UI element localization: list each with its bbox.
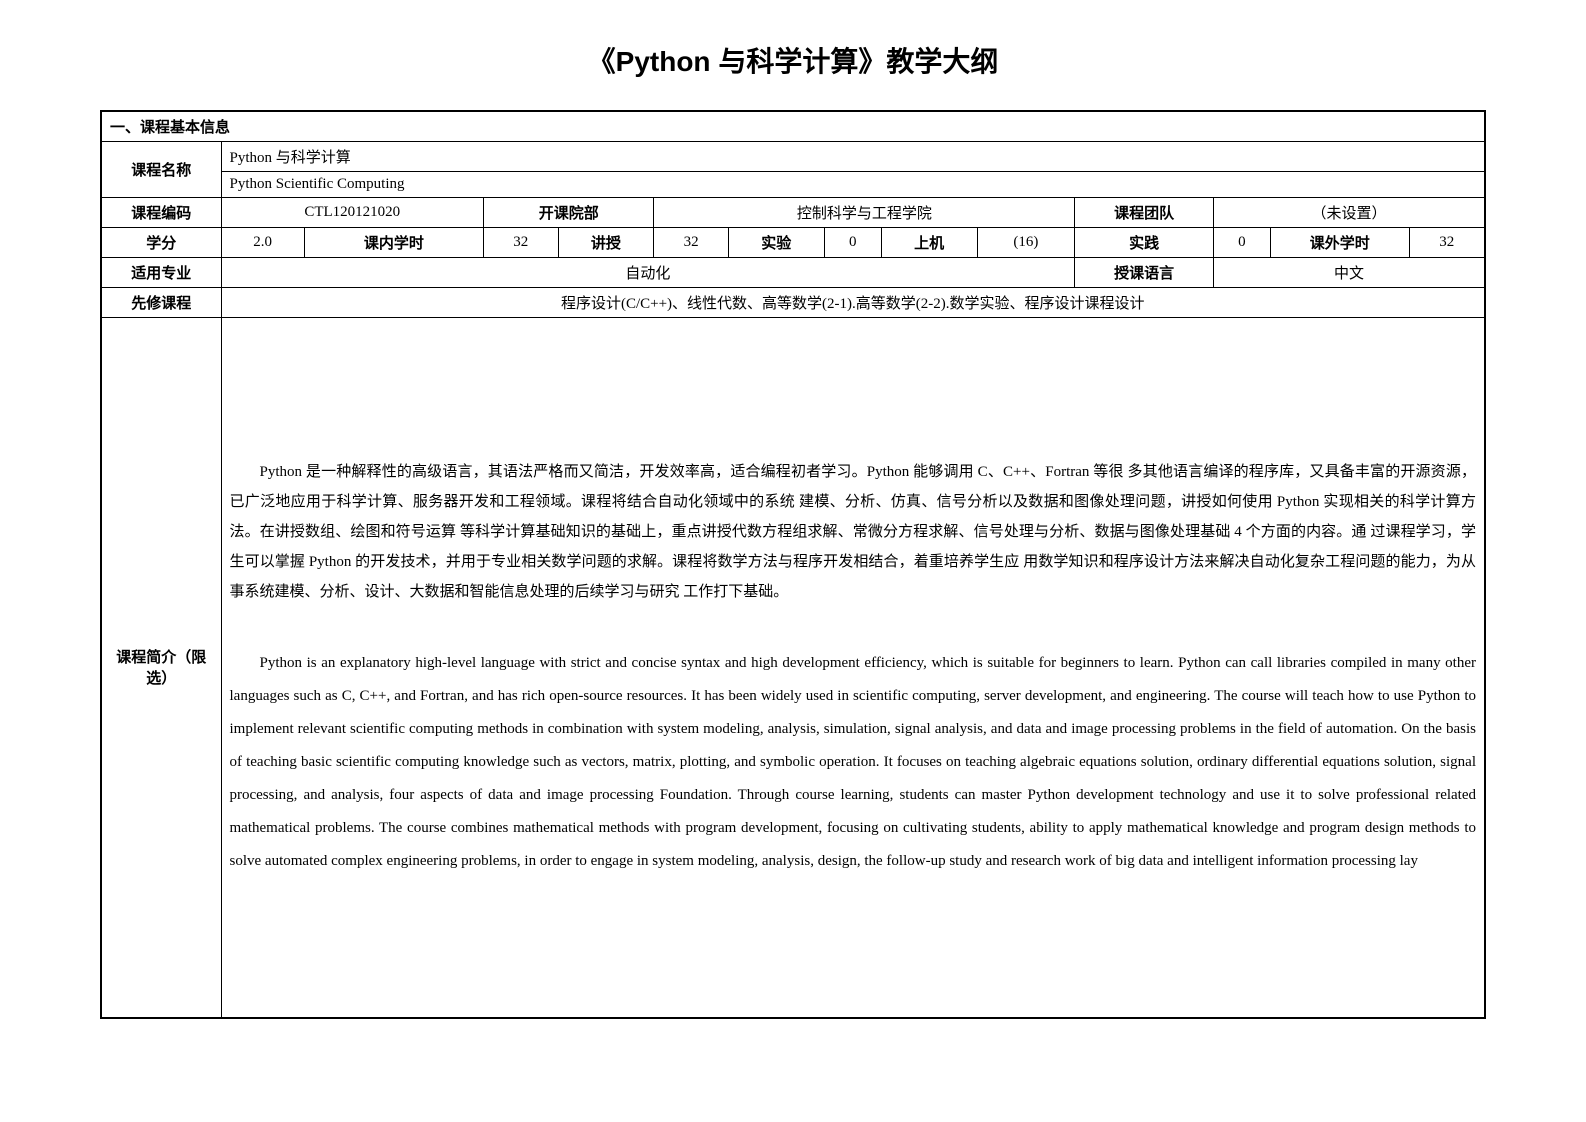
intro-label: 课程简介（限选） xyxy=(101,318,221,1018)
credit-label: 学分 xyxy=(101,228,221,258)
course-name-label: 课程名称 xyxy=(101,142,221,198)
intro-content: Python 是一种解释性的高级语言，其语法严格而又简洁，开发效率高，适合编程初… xyxy=(221,318,1485,1018)
computer-value: (16) xyxy=(977,228,1075,258)
lang-value: 中文 xyxy=(1213,258,1485,288)
lecture-value: 32 xyxy=(654,228,728,258)
course-code-label: 课程编码 xyxy=(101,198,221,228)
lecture-label: 讲授 xyxy=(558,228,654,258)
inclass-label: 课内学时 xyxy=(304,228,483,258)
outclass-label: 课外学时 xyxy=(1270,228,1409,258)
experiment-label: 实验 xyxy=(728,228,824,258)
practice-label: 实践 xyxy=(1075,228,1214,258)
dept-value: 控制科学与工程学院 xyxy=(654,198,1075,228)
computer-label: 上机 xyxy=(881,228,977,258)
inclass-value: 32 xyxy=(484,228,558,258)
team-value: （未设置） xyxy=(1213,198,1485,228)
practice-value: 0 xyxy=(1213,228,1270,258)
team-label: 课程团队 xyxy=(1075,198,1214,228)
intro-en: Python is an explanatory high-level lang… xyxy=(230,647,1477,878)
outclass-value: 32 xyxy=(1409,228,1485,258)
experiment-value: 0 xyxy=(824,228,881,258)
dept-label: 开课院部 xyxy=(484,198,654,228)
major-label: 适用专业 xyxy=(101,258,221,288)
prereq-value: 程序设计(C/C++)、线性代数、高等数学(2-1).高等数学(2-2).数学实… xyxy=(221,288,1485,318)
section-header: 一、课程基本信息 xyxy=(101,111,1485,142)
course-code-value: CTL120121020 xyxy=(221,198,484,228)
major-value: 自动化 xyxy=(221,258,1075,288)
intro-cn: Python 是一种解释性的高级语言，其语法严格而又简洁，开发效率高，适合编程初… xyxy=(230,457,1477,607)
credit-value: 2.0 xyxy=(221,228,304,258)
prereq-label: 先修课程 xyxy=(101,288,221,318)
lang-label: 授课语言 xyxy=(1075,258,1214,288)
course-info-table: 一、课程基本信息 课程名称 Python 与科学计算 Python Scient… xyxy=(100,110,1486,1019)
page-title: 《Python 与科学计算》教学大纲 xyxy=(100,40,1486,80)
course-name-cn: Python 与科学计算 xyxy=(221,142,1485,172)
course-name-en: Python Scientific Computing xyxy=(221,172,1485,198)
